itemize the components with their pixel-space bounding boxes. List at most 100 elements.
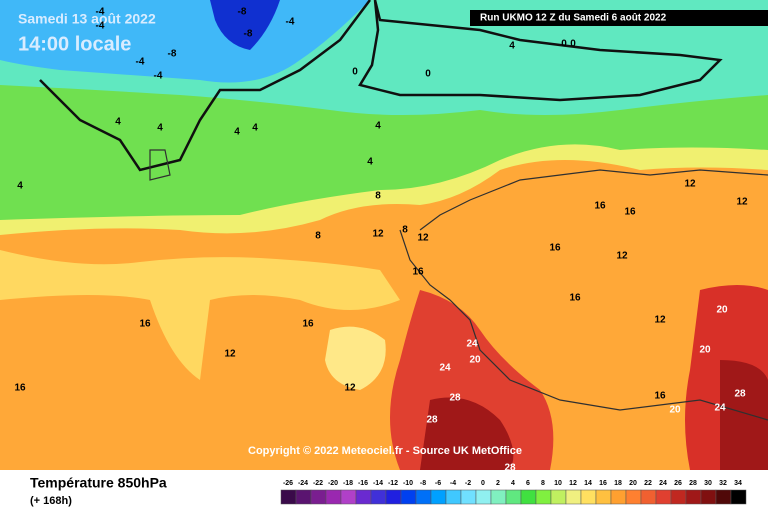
- colorbar-box: [490, 489, 507, 505]
- zone-dark-blue: [210, 0, 280, 50]
- colorbar-label: 4: [511, 480, 515, 487]
- colorbar-box: [280, 489, 297, 505]
- colorbar-box: [340, 489, 357, 505]
- colorbar-box: [595, 489, 612, 505]
- colorbar-box: [475, 489, 492, 505]
- contour-label: 16: [412, 267, 424, 278]
- colorbar-box: [415, 489, 432, 505]
- contour-label: 16: [14, 383, 26, 394]
- zone-yellow: [0, 250, 400, 380]
- colorbar-label: 34: [734, 480, 742, 487]
- contour-label: 12: [224, 349, 236, 360]
- colorbar-label: 6: [526, 480, 530, 487]
- colorbar-box: [325, 489, 342, 505]
- colorbar-label: 16: [599, 480, 607, 487]
- colorbar-label: -6: [435, 480, 441, 487]
- colorbar-box: [715, 489, 732, 505]
- contour-label: 16: [594, 201, 606, 212]
- contour-label: -4: [136, 57, 145, 68]
- run-box: [470, 10, 768, 26]
- contour-label: 4: [17, 181, 23, 192]
- colorbar-box: [460, 489, 477, 505]
- colorbar-box: [670, 489, 687, 505]
- coastline-europe: [149, 149, 768, 421]
- colorbar-box: [700, 489, 717, 505]
- colorbar-box: [610, 489, 627, 505]
- colorbar-label: 30: [704, 480, 712, 487]
- colorbar-label: -26: [283, 480, 293, 487]
- contour-label: 24: [714, 403, 726, 414]
- contour-label: 0: [352, 67, 358, 78]
- colorbar-label: -4: [450, 480, 456, 487]
- contour-label: 20: [716, 305, 728, 316]
- colorbar-box: [625, 489, 642, 505]
- zone-plateau: [325, 326, 386, 390]
- colorbar-label: 2: [496, 480, 500, 487]
- contour-label: 28: [449, 393, 461, 404]
- colorbar-label: -10: [403, 480, 413, 487]
- contour-label: 28: [504, 463, 516, 474]
- run-label: Run UKMO 12 Z du Samedi 6 août 2022: [480, 13, 667, 24]
- contour-label: 16: [302, 319, 314, 330]
- colorbar-box: [370, 489, 387, 505]
- contour-label: -4: [154, 71, 163, 82]
- colorbar-box: [640, 489, 657, 505]
- colorbar-box: [685, 489, 702, 505]
- contour-label: 16: [654, 391, 666, 402]
- colorbar-box: [565, 489, 582, 505]
- contour-label: 4: [375, 121, 381, 132]
- contour-label: 4: [252, 123, 258, 134]
- contour-label: 12: [417, 233, 429, 244]
- colorbar-label: 12: [569, 480, 577, 487]
- footer-title: Température 850hPa: [30, 475, 167, 491]
- colorbar-label: 18: [614, 480, 622, 487]
- zone-dark-red: [420, 360, 768, 470]
- footer-lead: (+ 168h): [30, 495, 72, 507]
- colorbar-box: [550, 489, 567, 505]
- colorbar-label: -2: [465, 480, 471, 487]
- contour-label: 20: [699, 345, 711, 356]
- contour-label: 4: [157, 123, 163, 134]
- contour-label: 16: [549, 243, 561, 254]
- contour-label: 8: [375, 191, 381, 202]
- colorbar-label: 20: [629, 480, 637, 487]
- colorbar-box: [655, 489, 672, 505]
- colorbar-box: [520, 489, 537, 505]
- contour-label: 16: [569, 293, 581, 304]
- colorbar-box: [505, 489, 522, 505]
- contour-label: 12: [654, 315, 666, 326]
- contour-label: 0: [570, 39, 576, 50]
- colorbar-box: [580, 489, 597, 505]
- colorbar-label: -16: [358, 480, 368, 487]
- contour-label: 4: [509, 41, 515, 52]
- copyright: Copyright © 2022 Meteociel.fr - Source U…: [248, 445, 522, 457]
- contour-label: 20: [469, 355, 481, 366]
- contour-label: 16: [139, 319, 151, 330]
- contour-label: -4: [96, 7, 105, 18]
- coastline-arctic: [358, 0, 723, 102]
- contour-label: -4: [286, 17, 295, 28]
- contour-label: 24: [466, 339, 478, 350]
- contour-label: 4: [367, 157, 373, 168]
- colorbar-box: [730, 489, 747, 505]
- colorbar-label: 24: [659, 480, 667, 487]
- colorbar-box: [535, 489, 552, 505]
- colorbar-label: 28: [689, 480, 697, 487]
- contour-label: 8: [315, 231, 321, 242]
- colorbar-label: -24: [298, 480, 308, 487]
- contour-label: 12: [684, 179, 696, 190]
- contour-label: 4: [115, 117, 121, 128]
- colorbar-label: 8: [541, 480, 545, 487]
- date-label: Samedi 13 août 2022: [18, 11, 156, 27]
- coastline-greenland: [39, 0, 371, 172]
- colorbar-label: 26: [674, 480, 682, 487]
- colorbar-label: 14: [584, 480, 592, 487]
- colorbar-label: 10: [554, 480, 562, 487]
- contour-label: 12: [616, 251, 628, 262]
- colorbar-box: [310, 489, 327, 505]
- colorbar-box: [295, 489, 312, 505]
- contour-label: 12: [344, 383, 356, 394]
- colorbar-label: -22: [313, 480, 323, 487]
